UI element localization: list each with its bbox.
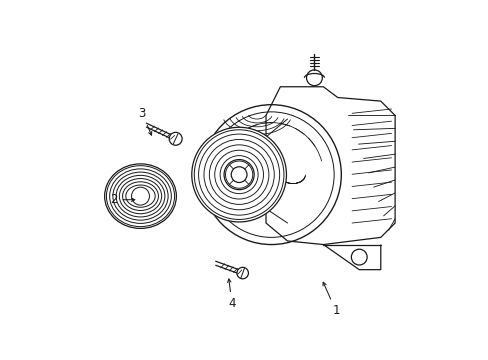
Text: 3: 3	[138, 107, 151, 135]
Polygon shape	[265, 87, 394, 244]
Circle shape	[101, 157, 180, 235]
Text: 2: 2	[110, 193, 135, 206]
Circle shape	[191, 127, 286, 222]
Text: 4: 4	[227, 279, 235, 310]
Circle shape	[237, 267, 248, 279]
Circle shape	[169, 132, 182, 145]
Text: 1: 1	[323, 282, 339, 318]
